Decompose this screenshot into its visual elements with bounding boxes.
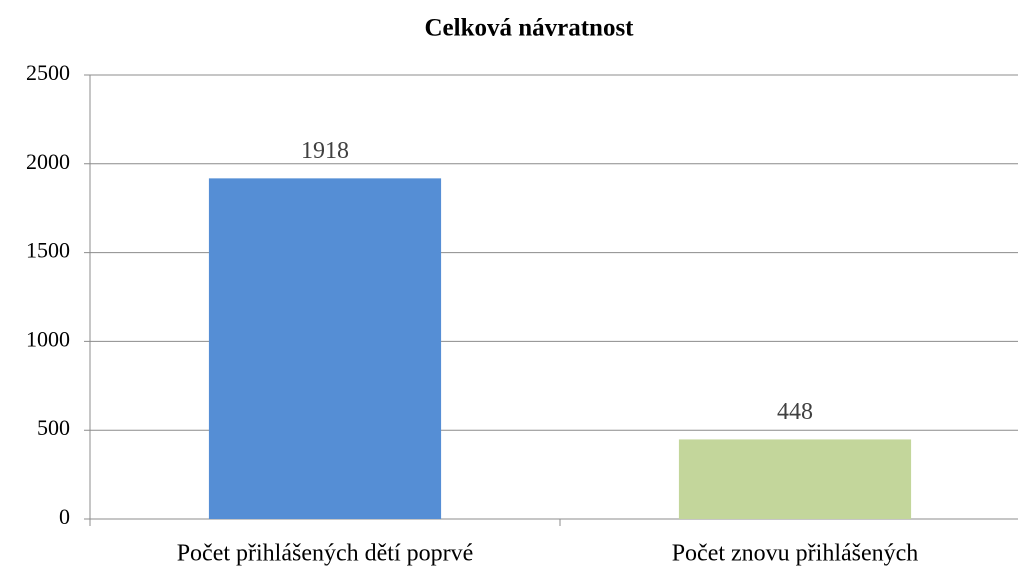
y-tick-label: 0 [59, 504, 70, 529]
y-tick-label: 1000 [26, 326, 70, 351]
y-tick-label: 500 [37, 415, 70, 440]
data-label: 1918 [301, 138, 349, 164]
bar [678, 439, 912, 519]
y-tick-label: 2500 [26, 60, 70, 85]
data-label: 448 [777, 399, 813, 425]
bar [208, 178, 442, 519]
chart-title: Celková návratnost [424, 15, 634, 42]
y-tick-label: 1500 [26, 238, 70, 263]
x-tick-label: Počet přihlášených dětí poprvé [177, 541, 474, 567]
x-tick-label: Počet znovu přihlášených [672, 541, 919, 567]
y-tick-label: 2000 [26, 149, 70, 174]
